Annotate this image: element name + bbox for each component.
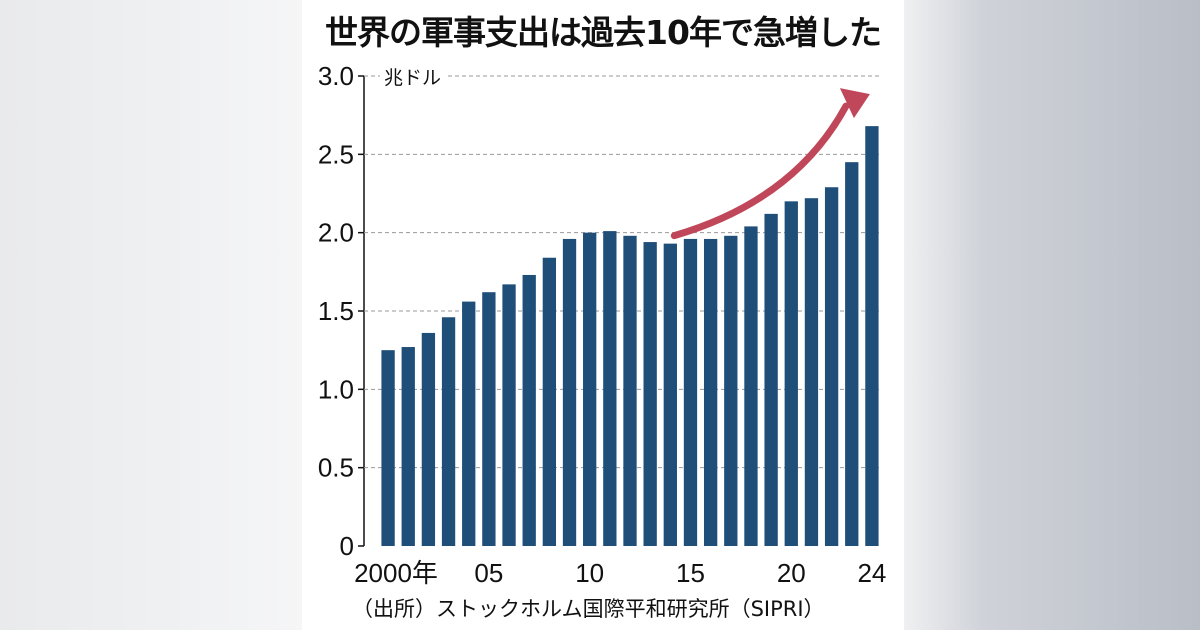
x-tick-label: 10 [575,558,604,588]
x-tick-label: 24 [857,558,886,588]
y-tick-label: 1.0 [318,374,354,404]
y-tick-label: 2.0 [318,218,354,248]
chart-card: 世界の軍事支出は過去10年で急増した 0 0.5 1.0 1.5 2.0 2.5 3.0 2… [302,0,904,630]
x-tick-label: 15 [676,558,705,588]
bar-2011 [603,231,617,546]
bar-2003 [441,317,456,546]
bar-2021 [804,198,819,546]
bar-2009 [562,238,577,546]
y-tick-label: 0.5 [318,453,354,483]
bar-2008 [542,257,557,546]
bar-2014 [663,243,677,546]
bar-2018 [744,226,758,546]
bar-2015 [683,238,698,546]
bar-2007 [522,274,536,546]
bar-2023 [845,162,859,546]
bar-2022 [824,187,839,546]
chart-plot: 0 0.5 1.0 1.5 2.0 2.5 3.0 2000年 05 10 15 20 24 [318,61,887,588]
x-tick-label: 05 [474,558,503,588]
bar-2017 [724,235,738,547]
x-tick-label: 20 [777,558,806,588]
bar-2005 [482,292,496,546]
bar-2020 [784,201,798,547]
trend-arrow-shaft [670,102,850,240]
source-note: （出所）ストックホルム国際平和研究所（SIPRI） [352,597,825,621]
bar-2010 [583,232,597,546]
y-tick-label: 0 [340,531,354,561]
y-tick-label: 3.0 [318,61,354,91]
chart-title: 世界の軍事支出は過去10年で急増した [325,13,882,52]
bar-2004 [462,301,476,546]
x-tick-label: 2000年 [354,558,438,588]
bar-2001 [401,347,415,546]
bar-2000 [381,350,395,546]
bar-2024 [865,126,879,546]
y-tick-label: 2.5 [318,139,354,169]
bar-2016 [703,238,718,546]
bar-2006 [502,284,516,546]
bar-2019 [764,213,778,546]
bar-2013 [643,242,657,547]
bar-2012 [623,235,637,547]
trend-arrow-head [839,88,870,119]
bar-2002 [421,332,436,546]
y-tick-label: 1.5 [318,296,354,326]
y-axis-unit-label: 兆ドル [380,63,446,90]
